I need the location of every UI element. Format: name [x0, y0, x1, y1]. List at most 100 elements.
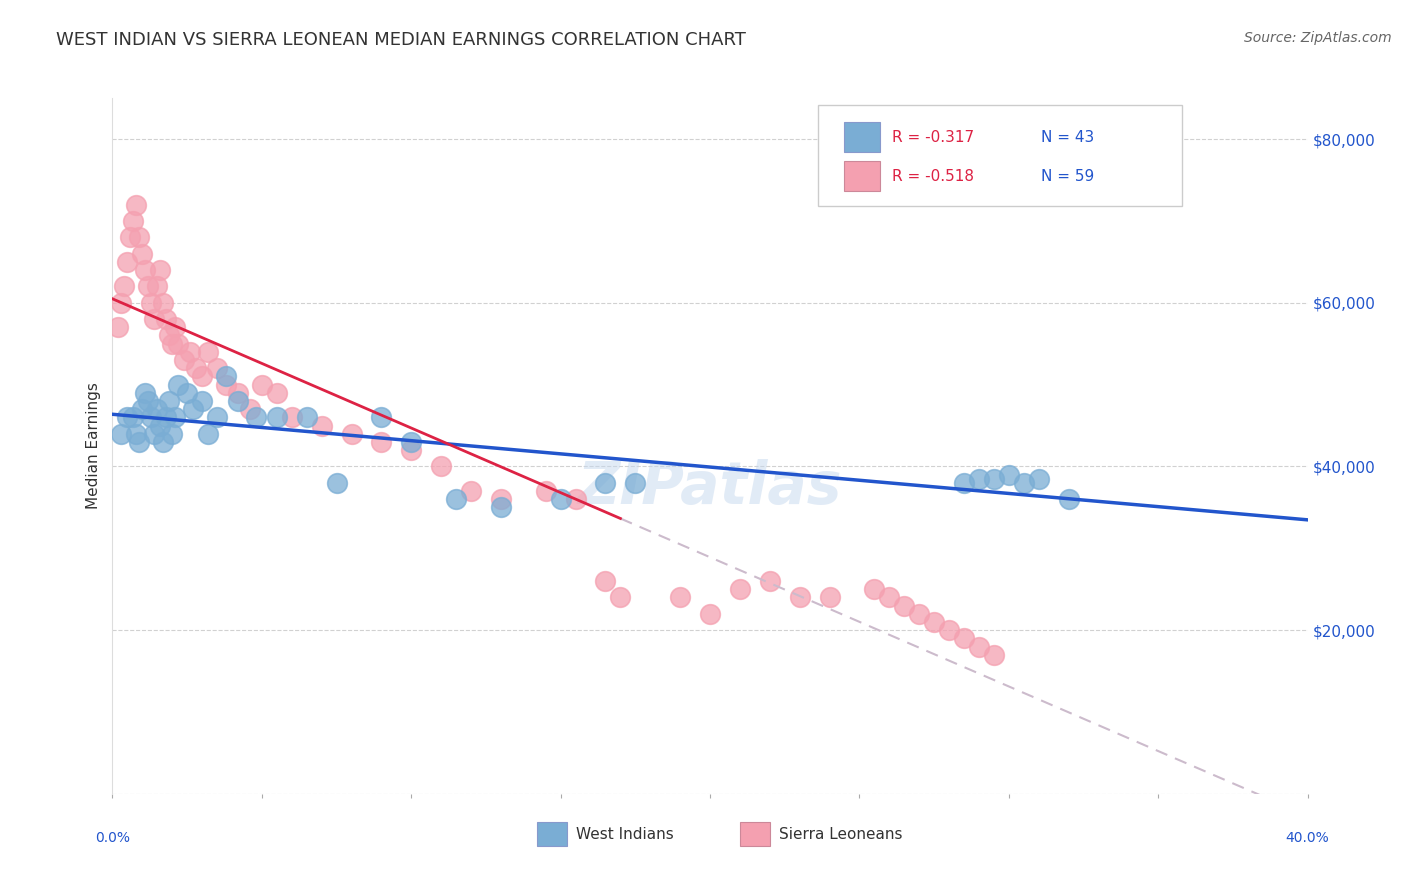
Point	[266, 410, 288, 425]
Text: 40.0%: 40.0%	[1285, 831, 1330, 846]
Point	[401, 434, 423, 449]
Point	[155, 410, 177, 425]
Point	[863, 582, 886, 597]
Point	[370, 410, 392, 425]
Point	[149, 263, 172, 277]
Point	[983, 648, 1005, 662]
Point	[131, 402, 153, 417]
Point	[759, 574, 782, 588]
Point	[205, 410, 228, 425]
Point	[534, 483, 557, 498]
Point	[1028, 472, 1050, 486]
Point	[173, 353, 195, 368]
Point	[908, 607, 931, 621]
Point	[179, 344, 201, 359]
Point	[114, 279, 135, 293]
Point	[893, 599, 915, 613]
Point	[197, 426, 219, 441]
Point	[122, 214, 145, 228]
Point	[191, 369, 214, 384]
Bar	[740, 822, 770, 846]
Text: ZIPatlas: ZIPatlas	[578, 459, 842, 516]
Text: West Indians: West Indians	[576, 827, 673, 842]
Point	[165, 320, 187, 334]
Point	[489, 492, 512, 507]
Point	[460, 483, 482, 498]
Point	[152, 434, 174, 449]
Point	[120, 230, 142, 244]
Text: 0.0%: 0.0%	[96, 831, 129, 846]
Point	[197, 344, 219, 359]
Point	[107, 320, 129, 334]
Point	[669, 591, 692, 605]
Bar	[537, 822, 567, 846]
Text: Sierra Leoneans: Sierra Leoneans	[779, 827, 903, 842]
Point	[266, 385, 288, 400]
Point	[146, 402, 169, 417]
Point	[149, 418, 172, 433]
Point	[152, 295, 174, 310]
Point	[146, 279, 169, 293]
Point	[983, 472, 1005, 486]
Point	[340, 426, 363, 441]
Point	[205, 361, 228, 376]
Point	[215, 369, 238, 384]
Point	[162, 336, 183, 351]
Point	[226, 385, 249, 400]
Point	[155, 312, 177, 326]
Point	[191, 394, 214, 409]
Bar	[844, 161, 880, 191]
Point	[595, 475, 617, 490]
Point	[609, 591, 631, 605]
Text: R = -0.317: R = -0.317	[891, 129, 974, 145]
Point	[250, 377, 273, 392]
Point	[167, 377, 190, 392]
Point	[138, 279, 160, 293]
Point	[141, 410, 163, 425]
Point	[125, 426, 148, 441]
Point	[967, 640, 990, 654]
Point	[953, 632, 976, 646]
Point	[162, 426, 183, 441]
Point	[370, 434, 392, 449]
Point	[117, 255, 139, 269]
Point	[595, 574, 617, 588]
Point	[877, 591, 901, 605]
Point	[1012, 475, 1035, 490]
Point	[922, 615, 945, 629]
Point	[143, 426, 166, 441]
Point	[215, 377, 238, 392]
Point	[444, 492, 467, 507]
Point	[110, 426, 132, 441]
Point	[125, 197, 148, 211]
Point	[311, 418, 333, 433]
Point	[624, 475, 647, 490]
Point	[1057, 492, 1080, 507]
Point	[110, 295, 132, 310]
Y-axis label: Median Earnings: Median Earnings	[86, 383, 101, 509]
Point	[938, 623, 960, 637]
Point	[430, 459, 453, 474]
Point	[728, 582, 751, 597]
Point	[953, 475, 976, 490]
Point	[967, 472, 990, 486]
Point	[295, 410, 318, 425]
Point	[167, 336, 190, 351]
Point	[226, 394, 249, 409]
Bar	[844, 122, 880, 152]
Text: R = -0.518: R = -0.518	[891, 169, 974, 184]
Point	[489, 500, 512, 515]
Text: N = 59: N = 59	[1040, 169, 1094, 184]
Point	[143, 312, 166, 326]
Point	[789, 591, 811, 605]
Point	[401, 443, 423, 458]
FancyBboxPatch shape	[818, 105, 1182, 206]
Text: Source: ZipAtlas.com: Source: ZipAtlas.com	[1244, 31, 1392, 45]
Point	[117, 410, 139, 425]
Point	[239, 402, 262, 417]
Point	[131, 246, 153, 260]
Point	[134, 263, 156, 277]
Point	[134, 385, 156, 400]
Point	[181, 402, 204, 417]
Point	[998, 467, 1021, 482]
